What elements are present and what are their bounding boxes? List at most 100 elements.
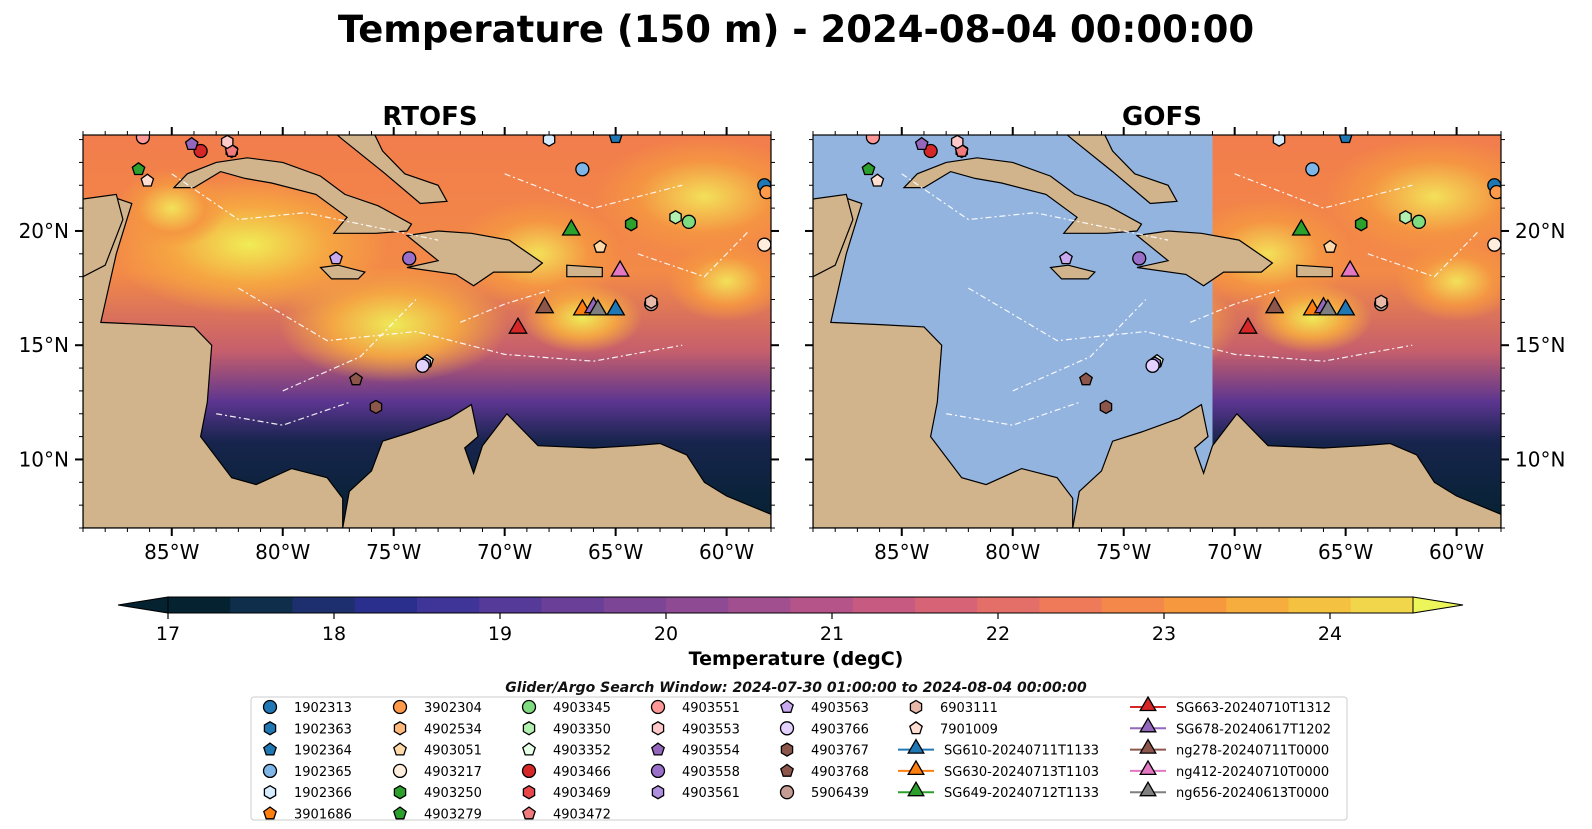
land-hispaniola [405, 230, 544, 287]
glider-ng278-20240711T0000 [534, 296, 555, 314]
colorbar-bin [1164, 597, 1227, 613]
colorbar-extend-high [1412, 596, 1464, 614]
argo-float-4903250 [624, 216, 638, 232]
legend-glider-SG649-20240712T1133 [907, 780, 925, 797]
land-yucatan [813, 193, 854, 278]
glider-SG649-20240712T1133 [561, 218, 582, 236]
legend-label: 4903051 [424, 744, 482, 759]
land-south-america [1072, 403, 1501, 528]
eez-boundaries [171, 173, 750, 426]
colorbar-tick-label: 20 [654, 623, 678, 645]
argo-float-6903111 [1374, 294, 1388, 310]
lat-tick-label: 10°N [19, 447, 69, 471]
colorbar: 17 18 19 20 21 22 23 24 [117, 596, 1464, 645]
argo-float-4903345 [681, 214, 697, 229]
colorbar-bin [417, 597, 480, 613]
legend-label: 6903111 [940, 701, 998, 716]
glider-ng412-20240710T0000 [610, 259, 630, 277]
lon-tick-label: 70°W [477, 540, 532, 564]
argo-float-4903350 [669, 210, 682, 225]
glider-ng278-20240711T0000 [1264, 296, 1285, 314]
argo-float-6903111 [644, 294, 658, 310]
argo-float-7901009 [140, 173, 155, 187]
argo-float-1902365 [575, 162, 590, 177]
legend-marker-4903217 [392, 763, 408, 779]
colorbar-bin [1039, 597, 1103, 613]
argo-float-4903553 [220, 135, 234, 150]
argo-float-4903250 [1354, 216, 1368, 232]
legend-label: 1902366 [294, 786, 352, 801]
legend-label: SG649-20240712T1133 [944, 786, 1099, 801]
glider-SG663-20240710T1312 [1238, 316, 1258, 334]
observation-markers [861, 135, 1501, 415]
colorbar-tick-label: 23 [1152, 623, 1176, 645]
panel-title-gofs: GOFS [1122, 102, 1202, 132]
land-south-america [342, 403, 771, 528]
legend-label: 4903558 [682, 765, 740, 780]
land-jamaica [1049, 264, 1097, 280]
legend-label: 1902313 [294, 701, 352, 716]
argo-float-7901009 [870, 173, 885, 187]
legend-glider-ng412-20240710T0000 [1139, 759, 1157, 776]
lon-tick-label: 65°W [1318, 540, 1373, 564]
legend-marker-1902366 [263, 784, 277, 800]
land [83, 135, 771, 528]
glider-ng656-20240613T0000 [588, 298, 608, 316]
legend-label: 4903561 [682, 786, 740, 801]
argo-float-4903554 [184, 136, 199, 151]
legend-glider-SG610-20240711T1133 [907, 738, 925, 754]
argo-float-3902304 [759, 184, 771, 200]
observation-markers [131, 135, 771, 415]
legend-marker-1902365 [262, 763, 278, 779]
legend-label: SG630-20240713T1103 [944, 765, 1099, 780]
legend-marker-4903352 [522, 742, 536, 756]
land-central-america [83, 195, 344, 528]
legend-marker-4903551 [650, 699, 666, 715]
lon-tick-label: 65°W [588, 540, 643, 564]
legend-label: 1902365 [294, 765, 352, 780]
lon-tick-label: 60°W [1429, 540, 1484, 564]
argo-float-1902366 [1272, 135, 1286, 147]
legend-label: 4903469 [553, 786, 611, 801]
colorbar-tick-label: 22 [986, 623, 1010, 645]
argo-float-4903279 [861, 161, 876, 176]
colorbar-bin [541, 597, 605, 613]
colorbar-tick-label: 17 [156, 623, 180, 645]
argo-float-4903768 [349, 372, 363, 386]
legend-marker-4903051 [393, 742, 407, 756]
lon-tick-label: 60°W [699, 540, 754, 564]
legend-label: 4903250 [424, 786, 482, 801]
legend-label: SG663-20240710T1312 [1176, 701, 1331, 716]
argo-float-4903553 [950, 135, 964, 150]
eez-boundaries [901, 173, 1480, 426]
argo-float-4903554 [914, 136, 929, 151]
glider-SG649-20240712T1133 [1291, 218, 1312, 236]
legend-label: 1902364 [294, 744, 352, 759]
lon-tick-label: 70°W [1207, 540, 1262, 564]
axes: 85°W 80°W 75°W 70°W 65°W 60°W 10°N 15°N 20°N [19, 127, 779, 564]
colorbar-label: Temperature (degC) [689, 648, 904, 670]
land-bahamas [336, 135, 448, 205]
legend-label: 7901009 [940, 722, 998, 737]
legend-label: SG610-20240711T1133 [944, 744, 1099, 759]
legend-marker-4903563 [780, 699, 794, 713]
colorbar-tick-label: 18 [322, 623, 346, 645]
lat-tick-label: 20°N [19, 219, 69, 243]
argo-float-4903217 [1487, 237, 1501, 252]
argo-float-4903563 [329, 251, 343, 265]
argo-float-4903558 [1132, 251, 1147, 266]
colorbar-bin [1350, 597, 1414, 613]
colorbar-bin [1101, 597, 1165, 613]
lat-tick-label: 15°N [1515, 333, 1565, 357]
legend-glider-SG663-20240710T1312 [1139, 695, 1157, 712]
legend-label: 4903767 [811, 744, 869, 759]
colorbar-bin [977, 597, 1040, 613]
argo-float-4903051 [593, 239, 608, 253]
argo-float-4903345 [1411, 214, 1427, 229]
glider-SG663-20240710T1312 [508, 316, 528, 334]
colorbar-bin [479, 597, 542, 613]
legend-label: 4903766 [811, 722, 869, 737]
legend-marker-4903472 [522, 806, 536, 820]
land-cuba [172, 157, 413, 234]
